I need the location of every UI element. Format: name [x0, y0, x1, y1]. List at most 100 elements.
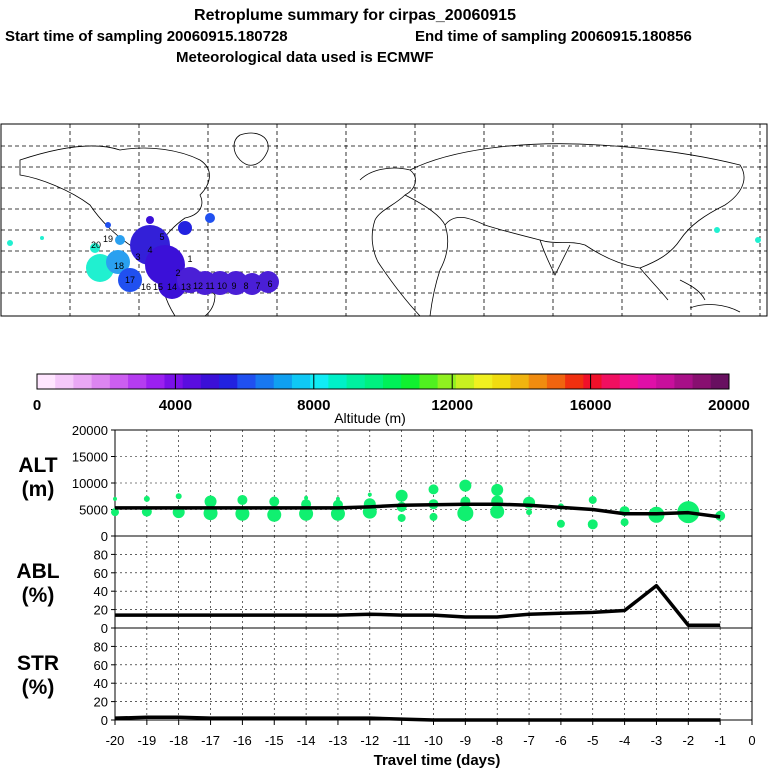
- y-tick-label: 0: [101, 529, 108, 544]
- altitude-percentile-dot: [491, 483, 504, 496]
- y-tick-label: 40: [94, 584, 108, 599]
- plume-marker: [146, 216, 154, 224]
- panel-alt: 0 5000 10000 15000 20000 ALT(m): [18, 423, 753, 544]
- altitude-percentile-dot: [330, 506, 345, 521]
- y-tick-label: 20000: [72, 423, 108, 438]
- x-tick-label: -12: [360, 733, 379, 748]
- colorbar-cell: [291, 374, 311, 389]
- plume-marker: [115, 235, 125, 245]
- altitude-percentile-dot: [490, 504, 505, 519]
- y-tick-label: 15000: [72, 450, 108, 465]
- colorbar-cell: [437, 374, 457, 389]
- x-tick-label: -7: [523, 733, 535, 748]
- altitude-percentile-dot: [457, 505, 474, 522]
- colorbar-cell: [474, 374, 493, 389]
- map-frame: [0, 123, 768, 317]
- figure-title: Retroplume summary for cirpas_20060915: [194, 7, 516, 24]
- x-tick-label: -4: [619, 733, 631, 748]
- colorbar-cell: [710, 374, 730, 389]
- altitude-percentile-dot: [429, 512, 438, 521]
- colorbar-cell: [492, 374, 511, 389]
- altitude-percentile-dot: [395, 489, 408, 502]
- altitude-percentile-dot: [143, 495, 150, 502]
- plume-marker: [7, 240, 13, 246]
- x-axis: -20 -19 -18 -17 -16 -15 -14 -13 -12 -11 -10 -9 -8 -7-…: [106, 720, 756, 748]
- y-tick-label: 0: [101, 713, 108, 728]
- altitude-percentile-dot: [237, 494, 248, 505]
- colorbar-cell: [674, 374, 694, 389]
- plume-marker: [714, 227, 720, 233]
- colorbar-cell: [637, 374, 657, 389]
- x-tick-label: -3: [651, 733, 663, 748]
- colorbar-tick-label: 12000: [431, 397, 473, 414]
- series-line-str: [114, 715, 721, 722]
- altitude-percentile-dot: [526, 509, 533, 516]
- plume-day-label: 11: [205, 281, 214, 291]
- y-tick-label: 0: [101, 621, 108, 636]
- x-tick-label: -11: [393, 733, 411, 748]
- colorbar-cell: [164, 374, 184, 389]
- x-tick-label: -5: [587, 733, 599, 748]
- x-tick-label: -18: [169, 733, 188, 748]
- altitude-percentile-dot: [113, 496, 117, 501]
- colorbar-cell: [109, 374, 129, 389]
- plume-day-label: 9: [231, 281, 236, 291]
- plume-marker: [755, 237, 761, 243]
- series-line-alt: [115, 502, 721, 519]
- altitude-percentile-dot: [397, 513, 406, 522]
- plume-day-label: 7: [255, 281, 260, 291]
- colorbar-ticks: 0 4000 8000 12000 16000 20000: [33, 374, 750, 414]
- plume-day-label: 12: [193, 281, 203, 291]
- colorbar-cell: [273, 374, 293, 389]
- colorbar-cell: [200, 374, 220, 389]
- colorbar-cell: [146, 374, 165, 389]
- y-tick-label: 20: [94, 695, 108, 710]
- end-time-label: End time of sampling 20060915.180856: [415, 28, 692, 45]
- colorbar-cell: [565, 374, 584, 389]
- panel-str: 0 20 40 60 80 STR(%): [17, 627, 753, 728]
- x-axis-title: Travel time (days): [374, 752, 501, 768]
- colorbar-cell: [219, 374, 238, 389]
- panel-ylabel: STR: [17, 652, 59, 675]
- panel-abl: 0 20 40 60 80 ABL(%): [16, 535, 753, 636]
- plume-day-label: 19: [103, 234, 113, 244]
- colorbar-tick-label: 0: [33, 397, 41, 414]
- x-tick-label: -15: [265, 733, 284, 748]
- colorbar-cell: [364, 374, 384, 389]
- colorbar-tick-label: 20000: [708, 397, 750, 414]
- plume-day-label: 14: [167, 282, 177, 292]
- plume-day-label: 18: [114, 261, 124, 271]
- colorbar-cell: [182, 374, 202, 389]
- colorbar-cell: [237, 374, 257, 389]
- plume-marker: [105, 222, 111, 228]
- altitude-percentile-dot: [203, 506, 218, 521]
- plume-day-label: 13: [181, 282, 191, 292]
- altitude-percentile-dot: [175, 493, 182, 500]
- x-tick-label: -9: [460, 733, 472, 748]
- colorbar-cell: [455, 374, 475, 389]
- colorbar-cell: [91, 374, 111, 389]
- plume-day-label: 20: [91, 240, 101, 250]
- x-tick-label: -17: [201, 733, 220, 748]
- colorbar-tick-label: 16000: [570, 397, 612, 414]
- colorbar-cell: [328, 374, 348, 389]
- colorbar-cell: [73, 374, 93, 389]
- altitude-percentile-dot: [269, 496, 280, 507]
- colorbar-cell: [383, 374, 402, 389]
- y-tick-label: 60: [94, 658, 108, 673]
- altitude-percentile-dot: [304, 495, 309, 500]
- altitude-percentile-dot: [620, 518, 629, 527]
- y-tick-label: 80: [94, 639, 108, 654]
- altitude-percentile-dot: [235, 506, 250, 521]
- y-tick-label: 60: [94, 566, 108, 581]
- colorbar-tick-label: 8000: [297, 397, 330, 414]
- altitude-colorbar: 0 4000 8000 12000 16000 20000 Altitude (m): [33, 373, 750, 426]
- plume-day-label: 16: [141, 282, 151, 292]
- colorbar-cell: [546, 374, 566, 389]
- map-gridlines: [0, 124, 767, 316]
- x-tick-label: -6: [555, 733, 567, 748]
- colorbar-cell: [310, 374, 329, 389]
- panel-ylabel-unit: (%): [22, 584, 55, 607]
